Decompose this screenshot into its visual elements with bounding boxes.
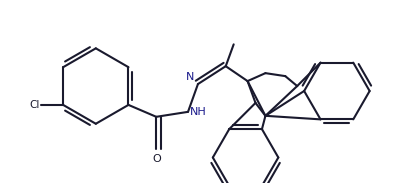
Text: N: N [186,72,194,82]
Text: NH: NH [190,107,207,117]
Text: Cl: Cl [29,100,39,110]
Text: O: O [152,153,161,164]
